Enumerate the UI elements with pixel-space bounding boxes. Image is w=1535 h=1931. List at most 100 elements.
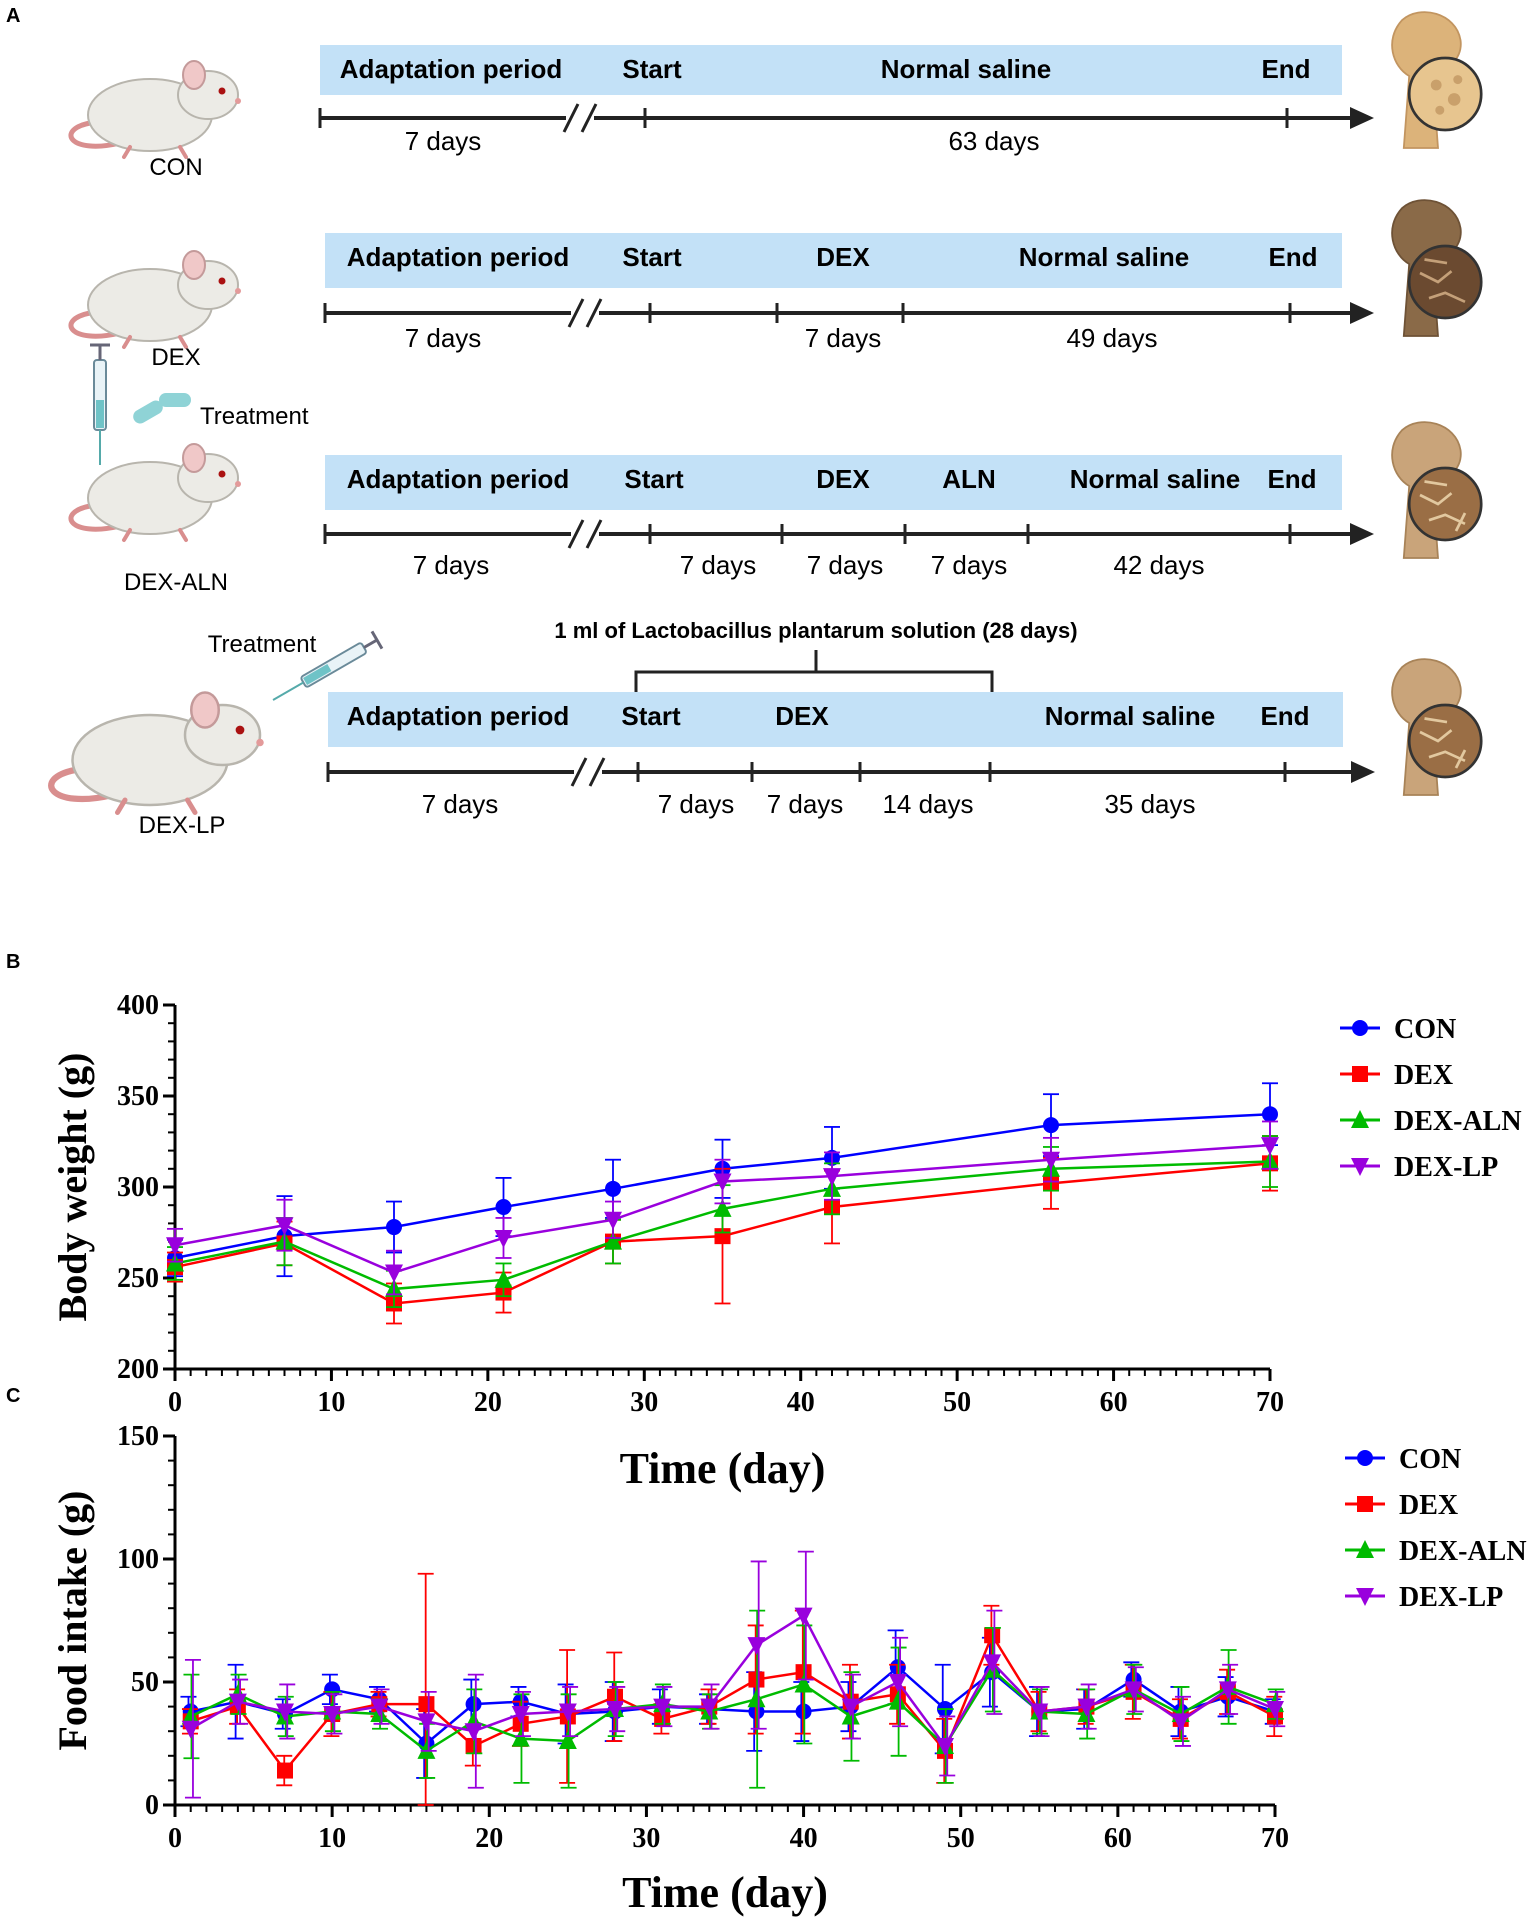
data-point [1030,1703,1049,1722]
segment-duration: 7 days [931,550,1008,580]
axis-break-mark [567,519,585,549]
y-tick-label: 150 [117,1421,159,1452]
rat-icon [51,693,264,813]
x-tick-label: 40 [787,1387,815,1418]
femur-icon [1390,420,1483,560]
series-line [190,1667,1276,1753]
capsule-icon [133,400,163,424]
legend-item: DEX-LP [1340,1152,1498,1183]
arrow-head-icon [1350,523,1374,545]
data-point [494,1229,513,1248]
segment-header: End [1267,464,1316,494]
capsule-shape [133,400,163,424]
segment-duration: 49 days [1066,323,1157,353]
data-point [558,1731,577,1750]
segment-header: Start [621,701,681,731]
rat-icon [71,444,241,540]
x-tick-label: 70 [1256,1387,1284,1418]
data-point [418,1696,435,1713]
data-point [385,1264,403,1283]
data-point [323,1705,342,1724]
legend-label: CON [1394,1014,1456,1045]
segment-header: End [1261,54,1310,84]
legend-label: DEX-ALN [1394,1106,1522,1137]
x-tick-label: 70 [1261,1823,1289,1854]
data-point [181,1706,200,1725]
y-tick-label: 350 [117,1081,159,1112]
data-point [1266,1701,1284,1720]
segment-header: Start [622,54,682,84]
segment-header: End [1268,242,1317,272]
legend-item: CON [1340,1014,1456,1045]
segment-duration: 7 days [680,550,757,580]
timeline-bar [325,233,1342,288]
rat-shape [51,693,264,813]
lp-bracket [634,650,994,692]
data-point [713,1173,732,1192]
timeline-bar [328,692,1343,747]
body-weight-chart: 0 10 20 30 40 50 60 70 200 250 300 350 400 Time (day)… [50,990,1522,1493]
legend-label: DEX-LP [1399,1582,1503,1613]
series-dex-lp [166,1120,1279,1296]
group-label: DEX-LP [139,812,226,839]
segment-duration: 63 days [948,126,1039,156]
legend-item: DEX-ALN [1340,1106,1522,1137]
data-point [936,1737,954,1756]
axis-break-mark [585,298,603,328]
data-point [1042,1151,1060,1170]
legend-item: DEX-ALN [1345,1536,1527,1567]
data-point [324,1681,341,1698]
segment-header: Adaptation period [347,242,569,272]
panel-label-b: B [6,951,20,973]
segment-header: Normal saline [881,54,1052,84]
data-point [275,1217,294,1236]
data-point [747,1637,766,1656]
series-line [190,1613,1276,1749]
data-point [1218,1681,1237,1700]
data-point [511,1728,530,1747]
y-tick-label: 200 [117,1354,159,1385]
treatment-label: Treatment [208,631,317,658]
legend-item: DEX [1340,1060,1453,1091]
legend-item: CON [1345,1444,1461,1475]
femur-icon [1390,657,1483,797]
data-point [1077,1698,1096,1717]
segment-duration: 7 days [405,323,482,353]
data-point [511,1705,530,1724]
x-tick-label: 20 [475,1823,503,1854]
y-axis-label: Body weight (g) [50,1053,95,1322]
x-tick-label: 30 [630,1387,658,1418]
legend-marker [1357,1496,1373,1512]
data-point [276,1703,294,1722]
segment-duration: 35 days [1104,789,1195,819]
data-point [794,1674,813,1693]
x-tick-label: 60 [1104,1823,1132,1854]
axis-break-mark [588,757,606,787]
panel-label-a: A [6,5,20,27]
segment-header: Adaptation period [347,701,569,731]
x-tick-label: 30 [632,1823,660,1854]
y-tick-label: 300 [117,1172,159,1203]
data-point [558,1703,577,1722]
data-point [166,1237,184,1256]
segment-duration: 7 days [658,789,735,819]
data-point [700,1698,719,1717]
data-point [417,1713,436,1732]
data-point [983,1654,1002,1673]
segment-duration: 42 days [1113,550,1204,580]
y-tick-label: 100 [117,1544,159,1575]
segment-header: Normal saline [1070,464,1241,494]
rat-icon [71,251,241,347]
segment-duration: 7 days [807,550,884,580]
rat-shape [71,251,241,347]
segment-header: Adaptation period [347,464,569,494]
femur-icon [1390,198,1483,338]
timeline-bar [325,455,1342,510]
segment-header: DEX [775,701,829,731]
data-point [1171,1713,1190,1732]
series-dex-aln [181,1609,1284,1789]
x-axis-label: Time (day) [622,1868,828,1917]
legend-label: DEX [1399,1490,1458,1521]
segment-header: Adaptation period [340,54,562,84]
data-point [713,1198,732,1217]
